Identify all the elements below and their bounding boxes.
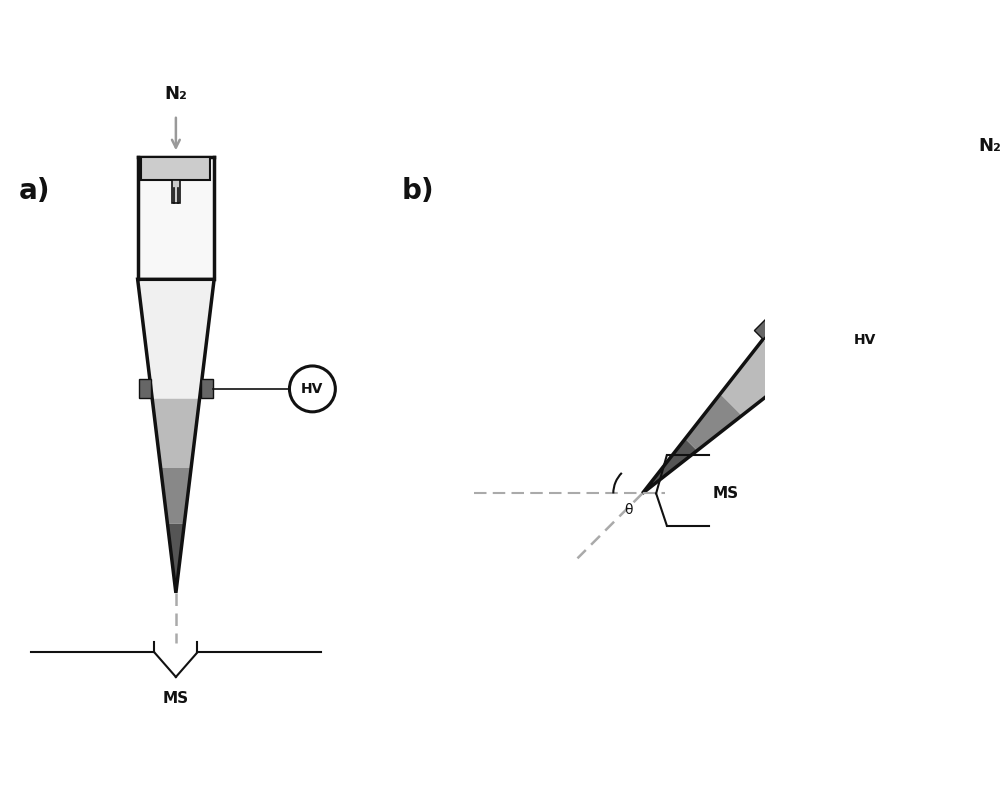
Polygon shape <box>797 359 819 381</box>
Polygon shape <box>685 394 742 450</box>
Bar <box>138 157 214 279</box>
Text: a): a) <box>19 178 51 205</box>
Polygon shape <box>763 245 891 373</box>
Text: θ: θ <box>624 504 633 517</box>
Text: HV: HV <box>301 382 324 396</box>
Text: N₂: N₂ <box>164 86 187 103</box>
Bar <box>201 379 213 398</box>
Polygon shape <box>152 398 200 467</box>
Bar <box>172 180 180 203</box>
Polygon shape <box>167 524 184 593</box>
Polygon shape <box>910 161 975 226</box>
Polygon shape <box>161 467 191 524</box>
Text: N₂: N₂ <box>978 137 1000 155</box>
Polygon shape <box>138 279 214 398</box>
Text: MS: MS <box>163 691 189 706</box>
Text: HV: HV <box>854 333 876 347</box>
Polygon shape <box>915 199 937 220</box>
Polygon shape <box>642 439 697 493</box>
Circle shape <box>289 366 335 412</box>
Text: MS: MS <box>713 486 739 501</box>
Bar <box>141 157 210 180</box>
Circle shape <box>842 316 888 362</box>
Polygon shape <box>837 158 978 299</box>
Polygon shape <box>754 317 777 339</box>
Polygon shape <box>720 339 797 416</box>
Text: b): b) <box>401 178 434 205</box>
Bar <box>139 379 151 398</box>
